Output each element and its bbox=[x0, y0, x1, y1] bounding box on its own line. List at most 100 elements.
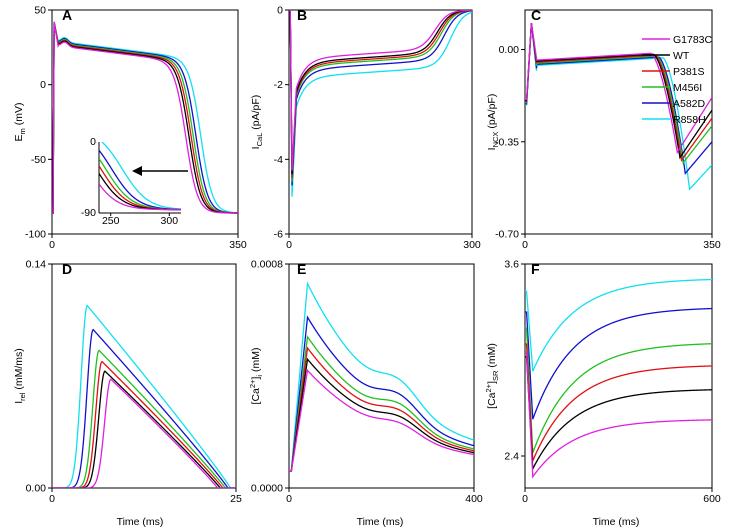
legend-label: G1783C bbox=[673, 34, 713, 46]
series-line-g1783c bbox=[289, 368, 474, 472]
plot-frame bbox=[288, 263, 475, 489]
panel-letter: D bbox=[62, 261, 72, 277]
y-axis-label-part: (mM) bbox=[486, 343, 498, 370]
series-line-a582d bbox=[525, 307, 712, 420]
panel-a: -100 -50 0 50 0 350 A 0 -90 250 300 bbox=[25, 5, 247, 252]
inset-plot: 0 -90 250 300 bbox=[81, 136, 188, 227]
series-line-g1783c bbox=[52, 378, 236, 488]
y-tick-label: -0.70 bbox=[495, 229, 519, 241]
legend-label: R858H bbox=[673, 114, 706, 126]
plot-frame bbox=[51, 9, 239, 235]
y-tick-label: 0 bbox=[277, 5, 283, 17]
y-tick-label: -50 bbox=[31, 154, 46, 166]
series-line-p381s bbox=[525, 343, 712, 462]
y-axis-label-part: (mV) bbox=[13, 103, 25, 129]
series-line-m456i bbox=[525, 327, 712, 454]
y-axis-label-part: 2+ bbox=[484, 383, 493, 392]
series-line-a582d bbox=[289, 315, 474, 472]
y-axis-label-part: ] bbox=[250, 377, 262, 380]
y-axis-label-part: E bbox=[13, 134, 25, 141]
legend-item: A582D bbox=[642, 98, 706, 110]
panel-b: -6 -4 -2 0 0 300 B bbox=[274, 5, 481, 252]
legend-item: WT bbox=[642, 50, 690, 62]
panel-f: 2.4 3.6 0 600 F bbox=[504, 259, 721, 506]
series-line-m456i bbox=[289, 334, 474, 472]
y-axis-label-part: (pA/pF) bbox=[486, 94, 498, 132]
y-axis-label-part: rel bbox=[18, 392, 27, 401]
legend-item: R858H bbox=[642, 114, 706, 126]
y-axis-label-part: [Ca bbox=[250, 388, 262, 405]
panel-letter: F bbox=[531, 261, 540, 277]
x-tick-label: 300 bbox=[463, 239, 481, 251]
series-line-wt bbox=[525, 23, 712, 160]
series-line-r858h bbox=[525, 23, 712, 191]
y-tick-label: -100 bbox=[25, 229, 46, 241]
inset-arrow-head bbox=[132, 166, 142, 176]
x-tick-label: 350 bbox=[229, 239, 247, 251]
x-tick-label: 350 bbox=[703, 239, 721, 251]
y-axis-label-f: [Ca2+]SR (mM) bbox=[484, 343, 500, 409]
series-line-g1783c bbox=[289, 10, 472, 171]
x-axis-title-f: Time (ms) bbox=[593, 516, 640, 528]
y-axis-label-c: INCX (pA/pF) bbox=[486, 94, 500, 151]
x-axis-title-d: Time (ms) bbox=[117, 516, 164, 528]
x-tick-label: 0 bbox=[286, 239, 292, 251]
inset-x-tick-label: 250 bbox=[102, 215, 120, 227]
y-axis-label-part: NCX bbox=[491, 132, 500, 148]
panel-d: 0.00 0.14 0 25 D bbox=[26, 259, 242, 506]
plot-frame bbox=[524, 263, 713, 489]
y-axis-label-part: I bbox=[13, 401, 25, 404]
x-axis-title-e: Time (ms) bbox=[357, 516, 404, 528]
y-axis-label-part: (pA/pF) bbox=[250, 95, 262, 133]
legend: G1783C WT P381S M456I A582D R858H bbox=[642, 34, 713, 126]
y-tick-label: -2 bbox=[274, 79, 283, 91]
plot-frame bbox=[288, 9, 473, 235]
panel-letter: B bbox=[297, 7, 307, 23]
y-axis-label-part: m bbox=[18, 128, 27, 134]
inset-series-line-r858h bbox=[101, 142, 181, 210]
panel-letter: E bbox=[297, 261, 306, 277]
y-axis-label-part: SR bbox=[491, 370, 500, 381]
series-line-m456i bbox=[52, 21, 238, 214]
x-tick-label: 0 bbox=[522, 493, 528, 505]
panel-letter: C bbox=[531, 7, 541, 23]
x-tick-label: 0 bbox=[522, 239, 528, 251]
y-axis-label-a: Em (mV) bbox=[13, 103, 27, 142]
y-tick-label: -6 bbox=[274, 229, 283, 241]
legend-label: A582D bbox=[673, 98, 706, 110]
series-line-p381s bbox=[52, 21, 238, 214]
series-line-p381s bbox=[289, 346, 474, 472]
series-line-m456i bbox=[525, 23, 712, 165]
panel-letter: A bbox=[62, 7, 72, 23]
series-line-a582d bbox=[52, 328, 236, 488]
y-axis-label-e: [Ca2+]i (mM) bbox=[248, 348, 264, 405]
y-tick-label: 0.00 bbox=[26, 483, 47, 495]
inset-y-tick-label: 0 bbox=[90, 136, 96, 148]
y-axis-label-part: (mM) bbox=[250, 348, 262, 375]
y-axis-label-b: ICaL (pA/pF) bbox=[250, 95, 264, 150]
series-line-g1783c bbox=[525, 351, 712, 479]
y-axis-label-part: 2+ bbox=[248, 379, 257, 388]
series-line-r858h bbox=[52, 21, 238, 214]
series-line-m456i bbox=[52, 349, 236, 488]
panel-c: -0.70 -0.35 0.00 0 350 C bbox=[495, 7, 721, 251]
y-tick-label: 2.4 bbox=[504, 451, 519, 463]
y-axis-label-part: I bbox=[250, 146, 262, 149]
legend-item: G1783C bbox=[642, 34, 713, 46]
series-line-wt bbox=[525, 356, 712, 472]
x-tick-label: 0 bbox=[49, 239, 55, 251]
y-axis-label-part: (mM/ms) bbox=[13, 348, 25, 392]
series-line-p381s bbox=[52, 360, 236, 488]
y-tick-label: 50 bbox=[34, 5, 46, 17]
series-line-wt bbox=[289, 357, 474, 472]
series-line-r858h bbox=[289, 281, 474, 472]
x-tick-label: 600 bbox=[703, 493, 721, 505]
plot-frame bbox=[524, 9, 713, 235]
y-tick-label: 0.0008 bbox=[251, 259, 283, 271]
y-tick-label: 0.14 bbox=[26, 259, 47, 271]
legend-item: P381S bbox=[642, 66, 705, 78]
y-axis-label-part: I bbox=[486, 147, 498, 150]
series-line-a582d bbox=[289, 10, 472, 186]
x-tick-label: 0 bbox=[286, 493, 292, 505]
